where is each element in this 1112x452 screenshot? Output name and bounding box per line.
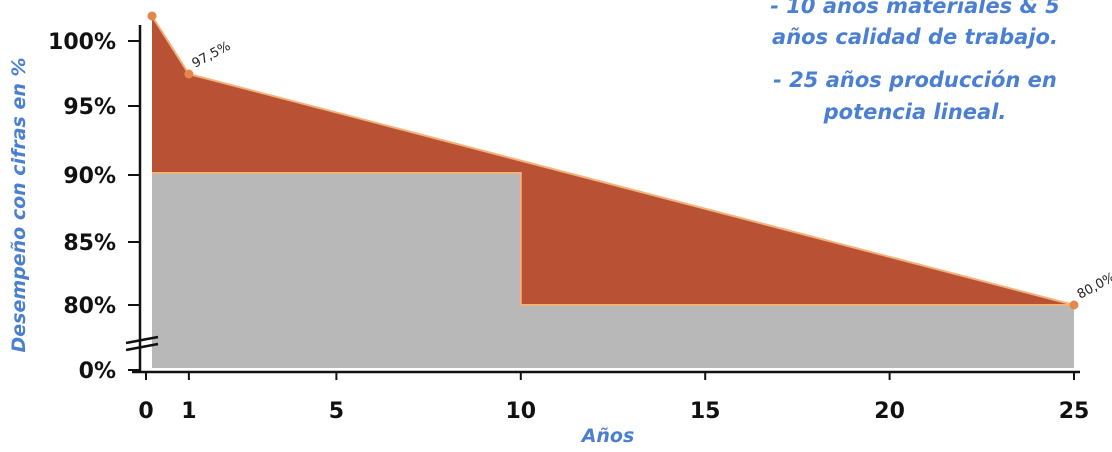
data-point [184, 69, 194, 79]
y-tick-label: 0% [79, 359, 116, 384]
x-tick-label: 15 [690, 399, 721, 424]
x-tick-label: 10 [505, 399, 536, 424]
x-tick-label: 25 [1059, 399, 1090, 424]
data-label: 97,5% [190, 39, 234, 72]
guarantee-step-line [152, 172, 1074, 306]
annotation-line-2: años calidad de trabajo. [772, 25, 1058, 49]
data-point [1069, 300, 1079, 310]
annotation-line-4: potencia lineal. [823, 100, 1007, 124]
y-tick-label: 85% [63, 231, 116, 256]
y-axis-label: Desempeño con cifras en % [8, 57, 30, 352]
data-label: 80,0% [1075, 270, 1112, 303]
y-tick-label: 90% [63, 164, 116, 189]
x-axis-label: Años [580, 425, 635, 447]
y-tick-label: 80% [63, 294, 116, 319]
x-tick-label: 0 [138, 399, 153, 424]
annotation-line-3: - 25 años producción en [773, 68, 1057, 92]
x-tick-label: 5 [329, 399, 344, 424]
annotation-block: - 10 años materiales & 5 años calidad de… [770, 0, 1059, 124]
axis-break-icon [125, 335, 159, 352]
y-tick-label: 95% [63, 95, 116, 120]
y-tick-label: 100% [48, 30, 116, 55]
x-tick-label: 1 [181, 399, 196, 424]
guarantee-area [152, 173, 1074, 368]
data-point [147, 11, 157, 21]
annotation-line-1: - 10 años materiales & 5 [770, 0, 1059, 18]
x-tick-label: 20 [874, 399, 905, 424]
